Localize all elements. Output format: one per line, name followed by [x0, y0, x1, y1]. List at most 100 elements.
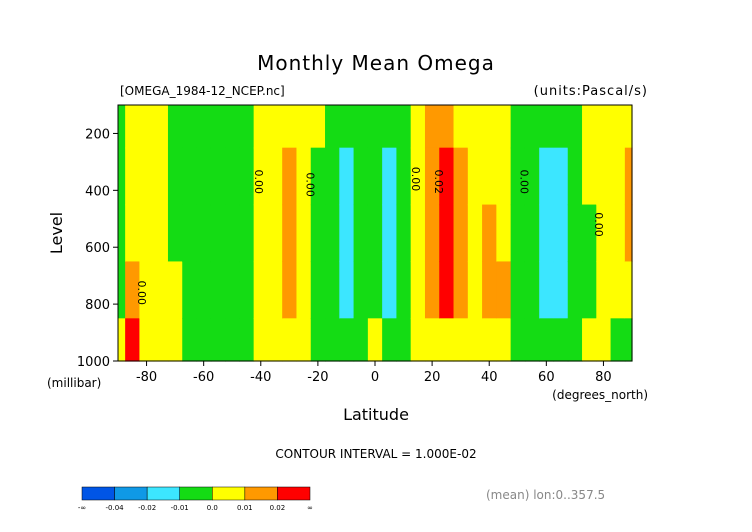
contour-cell — [424, 318, 440, 362]
colorbar-label: 0.0 — [207, 504, 218, 512]
contour-cell — [367, 147, 383, 206]
x-tick-label: 60 — [538, 370, 555, 385]
contour-cell — [582, 204, 597, 263]
contour-cell — [196, 204, 212, 263]
contour-cell — [196, 105, 212, 149]
contour-cell — [496, 147, 512, 206]
contour-cell — [296, 204, 312, 263]
contour-cell — [310, 261, 326, 319]
contour-cell — [439, 147, 455, 206]
contour-cell — [125, 105, 141, 149]
contour-cell — [582, 105, 597, 149]
contour-cell — [267, 105, 283, 149]
contour-cell — [410, 105, 426, 149]
x-tick-label: 40 — [481, 370, 498, 385]
colorbar-label: ∞ — [307, 504, 313, 512]
x-tick-label: -60 — [193, 370, 214, 385]
contour-cell — [553, 105, 569, 149]
contour-cell — [596, 105, 612, 149]
contour-cell — [125, 147, 141, 206]
contour-cell — [453, 318, 469, 362]
contour-cell — [339, 318, 355, 362]
contour-cell — [482, 147, 497, 206]
x-axis-label: Latitude — [343, 405, 409, 424]
contour-cell — [253, 318, 269, 362]
contour-cell — [267, 318, 283, 362]
contour-cell — [253, 105, 269, 149]
contour-label: 0.02 — [432, 170, 445, 195]
contour-cell — [367, 204, 383, 263]
contour-cell — [482, 261, 497, 319]
contour-cell — [282, 318, 298, 362]
colorbar-label: -0.02 — [138, 504, 156, 512]
contour-cell — [510, 204, 526, 263]
contour-cell — [624, 147, 633, 206]
contour-cell — [610, 318, 626, 362]
contour-cell — [467, 105, 483, 149]
contour-cell — [396, 204, 412, 263]
contour-cell — [553, 147, 569, 206]
x-tick-label: 20 — [424, 370, 441, 385]
y-tick-label: 400 — [85, 184, 110, 199]
y-tick-label: 600 — [85, 241, 110, 256]
contour-cell — [125, 204, 141, 263]
contour-cell — [353, 147, 369, 206]
colorbar-swatch — [212, 486, 246, 501]
contour-cell — [396, 261, 412, 319]
contour-cell — [339, 204, 355, 263]
contour-cell — [382, 261, 398, 319]
contour-cell — [453, 261, 469, 319]
contour-cell — [325, 204, 340, 263]
contour-cell — [182, 105, 198, 149]
colorbar-swatch — [81, 486, 115, 501]
y-axis-label: Level — [47, 212, 66, 254]
contour-cell — [353, 204, 369, 263]
contour-cell — [353, 261, 369, 319]
contour-cell — [610, 204, 626, 263]
contour-cell — [325, 261, 340, 319]
x-axis-unit: (degrees_north) — [552, 388, 648, 402]
x-axis: -80 -60 -40 -20 0 20 40 60 80 — [136, 361, 612, 385]
contour-cell — [310, 318, 326, 362]
contour-cell — [118, 318, 126, 362]
contour-cell — [610, 147, 626, 206]
contour-cell — [118, 105, 126, 149]
contour-cell — [325, 318, 340, 362]
contour-cell — [539, 261, 555, 319]
contour-cell — [582, 318, 597, 362]
contour-cell — [296, 318, 312, 362]
colorbar-label: -0.04 — [106, 504, 125, 512]
contour-cell — [210, 204, 226, 263]
contour-cell — [524, 204, 540, 263]
contour-cell — [567, 318, 583, 362]
contour-cell — [282, 261, 298, 319]
contour-cell — [382, 204, 398, 263]
contour-cell — [567, 261, 583, 319]
contour-interval-note: CONTOUR INTERVAL = 1.000E-02 — [275, 447, 476, 461]
contour-cell — [253, 261, 269, 319]
contour-cell — [553, 204, 569, 263]
contour-cell — [624, 261, 633, 319]
contour-cell — [582, 261, 597, 319]
contour-cell — [196, 318, 212, 362]
contour-cell — [410, 261, 426, 319]
contour-cell — [182, 261, 198, 319]
contour-cell — [624, 204, 633, 263]
contour-cell — [496, 318, 512, 362]
chart-subtitle-right: (units:Pascal/s) — [534, 84, 648, 99]
contour-labels: 0.00 0.00 0.00 0.00 0.02 0.00 0.00 — [135, 167, 605, 305]
contour-cell — [210, 105, 226, 149]
y-tick-label: 800 — [85, 298, 110, 313]
contour-cell — [439, 261, 455, 319]
contour-cell — [496, 204, 512, 263]
contour-cell — [139, 105, 155, 149]
contour-cell — [196, 261, 212, 319]
contour-cell — [296, 147, 312, 206]
x-tick-label: 80 — [595, 370, 612, 385]
contour-label: 0.00 — [518, 170, 531, 195]
contour-cell — [325, 105, 340, 149]
contour-label: 0.00 — [135, 280, 148, 305]
contour-cell — [567, 105, 583, 149]
contour-cell — [496, 261, 512, 319]
